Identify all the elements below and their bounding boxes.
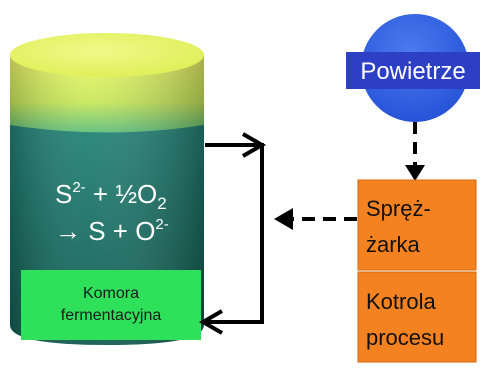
controller-label-line-1: Kotrola [366, 289, 436, 314]
compressor-feed-arrowhead [274, 208, 293, 230]
chamber-label: Komora fermentacyjna [21, 283, 201, 327]
recirculation-arrowhead-top [241, 132, 266, 158]
equation-line-1: S2- + ½O2 [55, 179, 167, 213]
equation-line-2: → S + O2- [55, 216, 169, 246]
compressor-box [357, 179, 477, 271]
fermentation-chamber-box [21, 270, 201, 340]
recirculation-arrowhead-bottom [199, 309, 224, 335]
air-label-background [346, 52, 480, 89]
compressor-label-line-2: żarka [366, 232, 420, 257]
controller-box [357, 271, 477, 363]
chamber-label-line-2: fermentacyjna [60, 307, 162, 324]
chamber-label-line-1: Komora [82, 285, 140, 302]
air-label: Powietrze [360, 58, 465, 85]
compressor-label-line-1: Spręż- [366, 196, 431, 221]
controller-label: Kotrola procesu [366, 287, 444, 353]
cylinder-top-cap [10, 33, 204, 77]
recirculation-line [205, 143, 264, 324]
compressor-label: Spręż- żarka [366, 194, 431, 260]
air-feed-arrowhead [405, 165, 425, 181]
recirculation-arrow [205, 143, 264, 324]
controller-label-line-2: procesu [366, 325, 445, 350]
